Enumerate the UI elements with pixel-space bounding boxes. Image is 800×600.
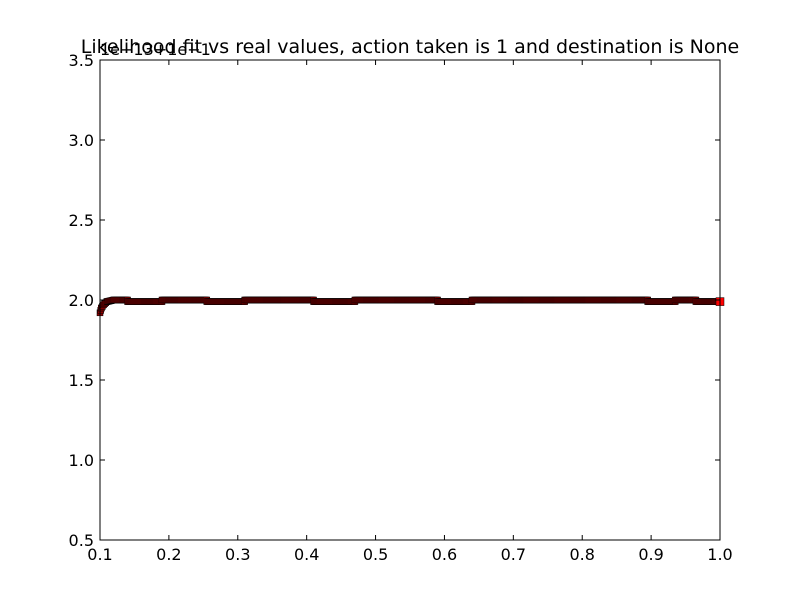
data-markers [96,296,725,317]
x-tick-label: 0.7 [501,545,526,564]
x-tick-label: 0.3 [225,545,250,564]
axis-offset-label: 1e−13+1e−1 [100,40,211,59]
chart-title: Likelihood fit vs real values, action ta… [81,36,740,58]
y-tick-label: 2.5 [69,211,94,230]
y-tick-label: 3.0 [69,131,94,150]
y-tick-label: 3.5 [69,51,94,70]
x-tick-label: 0.1 [87,545,112,564]
x-tick-label: 0.2 [156,545,181,564]
x-tick-label: 1.0 [707,545,732,564]
x-axis: 0.1 0.2 0.3 0.4 0.5 0.6 0.7 0.8 0.9 1.0 [87,60,733,564]
y-tick-label: 0.5 [69,531,94,550]
y-axis: 0.5 1.0 1.5 2.0 2.5 3.0 3.5 [69,51,720,550]
y-tick-label: 1.5 [69,371,94,390]
y-tick-label: 1.0 [69,451,94,470]
x-tick-label: 0.8 [569,545,594,564]
x-tick-label: 0.5 [363,545,388,564]
y-tick-label: 2.0 [69,291,94,310]
x-tick-label: 0.9 [638,545,663,564]
x-tick-label: 0.6 [432,545,457,564]
x-tick-label: 0.4 [294,545,319,564]
